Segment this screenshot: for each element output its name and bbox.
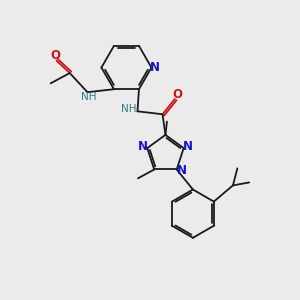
Text: N: N: [137, 140, 148, 153]
Text: N: N: [176, 164, 186, 178]
Text: NH: NH: [81, 92, 96, 102]
Text: NH: NH: [122, 104, 137, 114]
Text: O: O: [50, 49, 60, 62]
Text: O: O: [173, 88, 183, 101]
Text: N: N: [150, 61, 160, 74]
Text: N: N: [183, 140, 194, 153]
